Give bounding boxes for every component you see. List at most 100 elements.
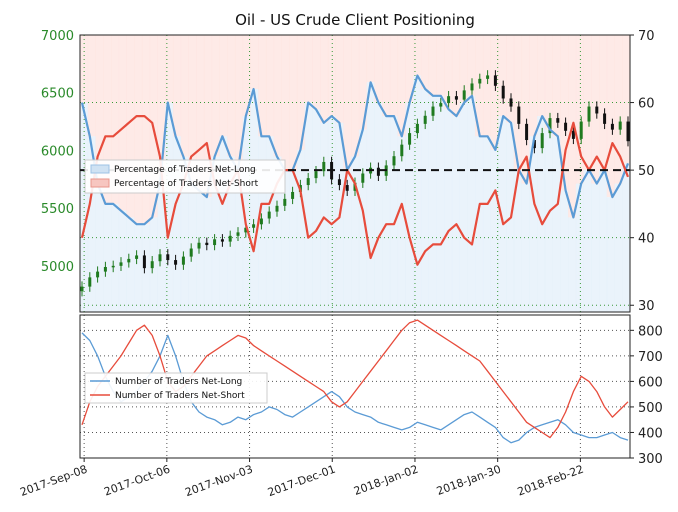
candle-body xyxy=(158,254,162,262)
candle-body xyxy=(322,161,326,172)
net-long-band xyxy=(281,170,290,312)
candle-body xyxy=(564,122,568,131)
net-short-band xyxy=(575,35,585,184)
net-short-band xyxy=(343,35,352,171)
count-tick-label: 600 xyxy=(638,375,663,390)
net-short-band xyxy=(165,35,174,103)
price-tick-label: 5500 xyxy=(41,202,74,217)
date-tick-label: 2017-Dec-01 xyxy=(266,463,337,500)
net-short-band xyxy=(475,35,484,137)
net-long-band xyxy=(351,156,360,312)
net-short-band xyxy=(544,35,554,130)
net-long-band xyxy=(599,170,608,312)
candle-body xyxy=(540,133,544,149)
net-short-band xyxy=(614,35,623,184)
net-long-band xyxy=(234,170,244,312)
price-tick-label: 7000 xyxy=(41,29,74,44)
net-short-band xyxy=(366,35,375,83)
candle-body xyxy=(181,256,185,265)
net-short-band xyxy=(490,35,499,150)
net-short-band xyxy=(583,35,592,171)
net-long-band xyxy=(242,116,251,312)
bottom-plot-frame xyxy=(79,314,631,459)
date-tick-label: 2018-Feb-22 xyxy=(516,463,586,499)
net-short-band xyxy=(234,35,244,171)
price-axis-ticks: 5000 5500 6000 6500 7000 xyxy=(41,29,74,275)
net-short-band xyxy=(335,35,344,123)
candle-body xyxy=(213,239,217,246)
percent-tick-label: 50 xyxy=(638,164,655,179)
net-long-band xyxy=(118,210,127,312)
price-candles xyxy=(80,70,630,297)
price-tick-label: 5000 xyxy=(41,260,74,275)
candle-body xyxy=(197,242,201,249)
net-short-legend-swatch xyxy=(90,178,110,188)
top-panel: 5000 5500 6000 6500 7000 30 40 50 60 70 xyxy=(41,29,655,314)
net-long-band xyxy=(583,170,592,312)
top-shaded-bands xyxy=(80,35,631,313)
net-short-band xyxy=(126,35,135,218)
net-long-band xyxy=(413,75,422,312)
net-long-band xyxy=(172,136,182,312)
candle-body xyxy=(142,255,146,269)
net-long-band xyxy=(149,217,158,312)
percent-tick-label: 60 xyxy=(638,97,655,112)
net-short-band xyxy=(95,35,104,184)
net-long-band xyxy=(622,163,631,312)
net-short-band xyxy=(482,35,492,137)
net-long-band xyxy=(219,136,228,312)
net-long-band xyxy=(382,116,391,312)
net-long-band xyxy=(475,136,484,312)
net-short-band xyxy=(320,35,329,123)
candle-body xyxy=(462,90,466,100)
net-short-band xyxy=(606,35,616,198)
candle-body xyxy=(501,85,505,99)
net-short-legend-label: Percentage of Traders Net-Short xyxy=(114,179,259,189)
net-long-band xyxy=(451,116,461,312)
net-long-band xyxy=(467,95,476,313)
bottom-legend-box xyxy=(84,372,268,404)
candle-body xyxy=(345,185,349,191)
net-long-band xyxy=(196,190,205,312)
net-short-band xyxy=(134,35,143,225)
net-short-count-legend-label: Number of Traders Net-Short xyxy=(115,391,245,401)
net-short-band xyxy=(560,35,569,191)
net-long-band xyxy=(405,102,414,312)
net-short-band xyxy=(459,35,468,103)
net-long-band xyxy=(273,156,282,312)
net-short-band xyxy=(374,35,383,103)
count-tick-label: 300 xyxy=(638,452,663,467)
candle-body xyxy=(571,130,575,139)
date-tick-label: 2018-Jan-30 xyxy=(435,463,503,498)
net-long-band xyxy=(366,82,375,312)
net-short-band xyxy=(289,35,298,171)
candle-body xyxy=(478,78,482,84)
net-long-band xyxy=(296,149,306,312)
candle-body xyxy=(174,260,178,265)
net-long-band xyxy=(180,156,189,312)
candle-body xyxy=(509,98,513,107)
candle-body xyxy=(439,103,443,107)
net-short-band xyxy=(413,35,422,76)
count-tick-label: 400 xyxy=(638,426,663,441)
net-short-band xyxy=(358,35,368,130)
net-long-band xyxy=(614,183,623,312)
net-short-band xyxy=(420,35,430,90)
net-long-band xyxy=(529,136,538,312)
net-short-band xyxy=(87,35,96,137)
candle-body xyxy=(259,218,263,225)
net-long-band xyxy=(110,203,120,312)
net-long-band xyxy=(126,217,135,312)
candle-body xyxy=(532,140,536,149)
candle-body xyxy=(103,266,107,272)
net-long-band xyxy=(428,95,437,313)
net-long-band xyxy=(389,116,399,312)
net-long-band xyxy=(358,129,368,312)
net-short-band xyxy=(196,35,205,191)
net-long-count-line xyxy=(81,332,629,444)
net-long-band xyxy=(87,136,96,312)
percent-tick-label: 30 xyxy=(638,299,655,314)
net-long-band xyxy=(165,102,174,312)
